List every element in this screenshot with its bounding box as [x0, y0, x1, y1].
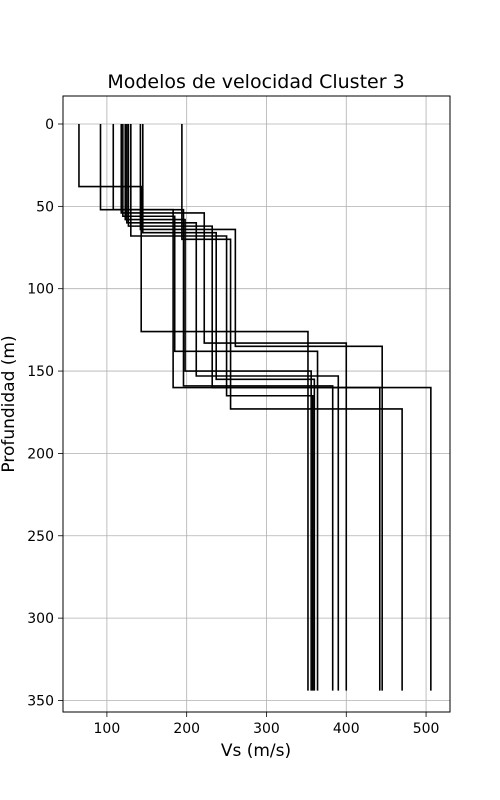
y-tick-label: 0 [45, 117, 54, 133]
velocity-profile-line [112, 124, 381, 691]
velocity-profile-line [139, 124, 383, 691]
velocity-profile-line [78, 124, 309, 691]
plot-frame [62, 95, 451, 713]
velocity-profile-line [120, 124, 348, 691]
y-tick-label: 100 [27, 282, 54, 298]
velocity-profile-line [99, 124, 334, 691]
velocity-profile-line [126, 124, 340, 691]
y-tick-label: 300 [27, 611, 54, 627]
velocity-profile-line [124, 124, 312, 691]
velocity-profile-line [181, 124, 403, 691]
x-tick-label: 200 [173, 721, 200, 737]
plot-series [78, 124, 432, 691]
x-tick-label: 100 [94, 721, 121, 737]
x-tick-label: 300 [253, 721, 280, 737]
velocity-profile-line [122, 124, 319, 691]
y-tick-label: 350 [27, 693, 54, 709]
y-tick-label: 150 [27, 364, 54, 380]
y-axis-label: Profundidad (m) [0, 335, 19, 472]
axis-ticks: 100 200 300 400 500 0 50 100 150 200 250 300 350 [27, 117, 439, 737]
chart-title: Modelos de velocidad Cluster 3 [107, 71, 404, 93]
y-tick-label: 200 [27, 446, 54, 462]
x-axis-label: Vs (m/s) [221, 741, 291, 761]
y-tick-label: 50 [36, 199, 54, 215]
x-tick-label: 500 [413, 721, 440, 737]
velocity-profile-line [141, 124, 316, 691]
y-tick-label: 250 [27, 529, 54, 545]
velocity-profile-line [130, 124, 314, 691]
velocity-profile-line [127, 124, 432, 691]
x-tick-label: 400 [333, 721, 360, 737]
